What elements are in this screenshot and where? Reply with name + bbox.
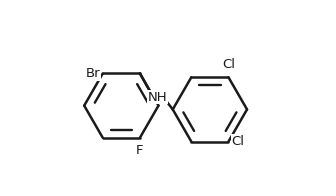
Text: Cl: Cl [231, 135, 244, 148]
Text: Cl: Cl [222, 58, 235, 71]
Text: F: F [136, 144, 144, 157]
Text: Br: Br [85, 67, 100, 80]
Text: NH: NH [148, 91, 167, 104]
